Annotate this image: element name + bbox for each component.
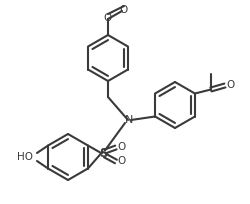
Text: O: O bbox=[104, 13, 112, 23]
Text: S: S bbox=[99, 147, 107, 160]
Text: O: O bbox=[227, 81, 235, 91]
Text: O: O bbox=[118, 143, 126, 153]
Text: HO: HO bbox=[17, 152, 33, 162]
Text: O: O bbox=[118, 156, 126, 166]
Text: N: N bbox=[125, 115, 133, 125]
Text: O: O bbox=[119, 5, 127, 15]
